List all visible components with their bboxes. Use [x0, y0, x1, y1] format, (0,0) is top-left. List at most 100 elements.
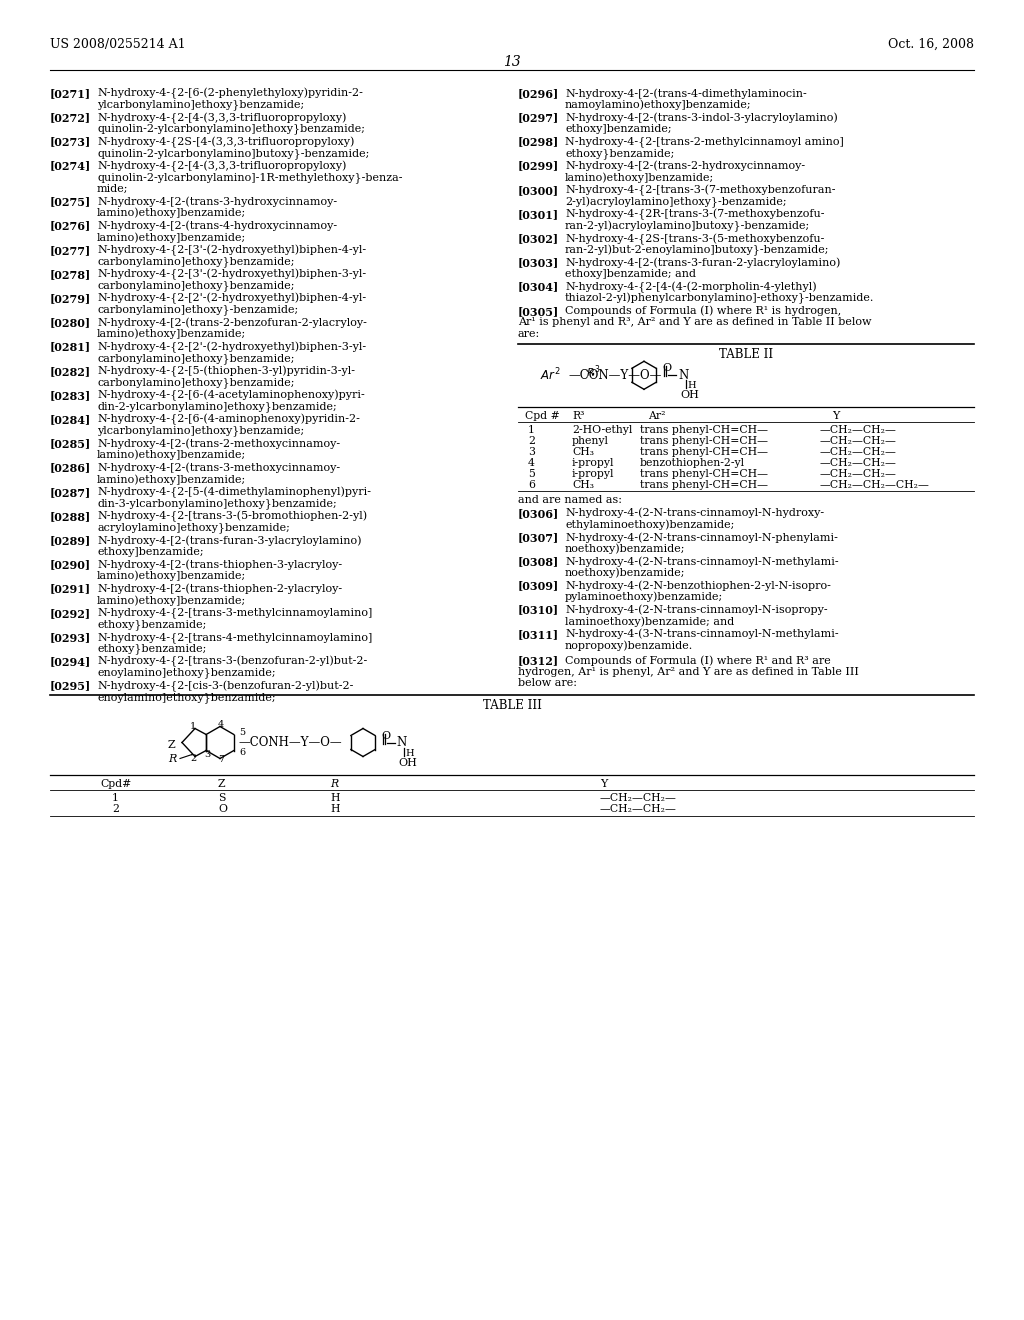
Text: Ar¹ is phenyl and R³, Ar² and Y are as defined in Table II below: Ar¹ is phenyl and R³, Ar² and Y are as d…	[518, 317, 871, 327]
Text: and are named as:: and are named as:	[518, 495, 622, 506]
Text: US 2008/0255214 A1: US 2008/0255214 A1	[50, 38, 185, 51]
Text: quinolin-2-ylcarbonylamino]butoxy}-benzamide;: quinolin-2-ylcarbonylamino]butoxy}-benza…	[97, 148, 370, 158]
Text: carbonylamino]ethoxy}benzamide;: carbonylamino]ethoxy}benzamide;	[97, 256, 295, 267]
Text: ethoxy]benzamide; and: ethoxy]benzamide; and	[565, 269, 696, 279]
Text: N: N	[678, 368, 688, 381]
Text: din-3-ylcarbonylamino]ethoxy}benzamide;: din-3-ylcarbonylamino]ethoxy}benzamide;	[97, 498, 337, 510]
Text: din-2-ylcarbonylamino]ethoxy}benzamide;: din-2-ylcarbonylamino]ethoxy}benzamide;	[97, 401, 337, 412]
Text: N-hydroxy-4-{2-[5-(thiophen-3-yl)pyridin-3-yl-: N-hydroxy-4-{2-[5-(thiophen-3-yl)pyridin…	[97, 366, 355, 378]
Text: [0307]: [0307]	[518, 532, 559, 543]
Text: N-hydroxy-4-(2-N-trans-cinnamoyl-N-methylami-: N-hydroxy-4-(2-N-trans-cinnamoyl-N-methy…	[565, 556, 839, 566]
Text: [0288]: [0288]	[50, 511, 91, 521]
Text: [0294]: [0294]	[50, 656, 91, 667]
Text: OH: OH	[680, 391, 698, 400]
Text: thiazol-2-yl)phenylcarbonylamino]-ethoxy}-benzamide.: thiazol-2-yl)phenylcarbonylamino]-ethoxy…	[565, 293, 874, 305]
Text: carbonylamino]ethoxy}-benzamide;: carbonylamino]ethoxy}-benzamide;	[97, 305, 298, 315]
Text: 5: 5	[239, 729, 245, 737]
Text: ethoxy]benzamide;: ethoxy]benzamide;	[97, 546, 204, 557]
Text: 13: 13	[503, 55, 521, 69]
Text: R: R	[168, 754, 176, 763]
Text: Y: Y	[600, 779, 607, 788]
Text: —CON—Y—O—: —CON—Y—O—	[568, 368, 662, 381]
Text: N-hydroxy-4-(2-N-benzothiophen-2-yl-N-isopro-: N-hydroxy-4-(2-N-benzothiophen-2-yl-N-is…	[565, 581, 830, 591]
Text: [0295]: [0295]	[50, 680, 91, 692]
Text: —CONH—Y—O—: —CONH—Y—O—	[238, 737, 342, 748]
Text: ran-2-yl)acryloylamino]butoxy}-benzamide;: ran-2-yl)acryloylamino]butoxy}-benzamide…	[565, 220, 810, 232]
Text: N-hydroxy-4-{2-[trans-2-methylcinnamoyl amino]: N-hydroxy-4-{2-[trans-2-methylcinnamoyl …	[565, 136, 844, 148]
Text: CH₃: CH₃	[572, 447, 594, 457]
Text: N-hydroxy-4-{2-[4-(3,3,3-trifluoropropyloxy): N-hydroxy-4-{2-[4-(3,3,3-trifluoropropyl…	[97, 112, 346, 124]
Text: [0275]: [0275]	[50, 197, 91, 207]
Text: N-hydroxy-4-{2-[2'-(2-hydroxyethyl)biphen-4-yl-: N-hydroxy-4-{2-[2'-(2-hydroxyethyl)biphe…	[97, 293, 367, 305]
Text: ethoxy}benzamide;: ethoxy}benzamide;	[97, 619, 207, 630]
Text: 1: 1	[112, 792, 119, 803]
Text: Compounds of Formula (I) where R¹ and R³ are: Compounds of Formula (I) where R¹ and R³…	[565, 655, 830, 665]
Text: [0271]: [0271]	[50, 88, 91, 99]
Text: N: N	[396, 737, 407, 748]
Text: lamino)ethoxy]benzamide;: lamino)ethoxy]benzamide;	[97, 329, 246, 339]
Text: ethoxy}benzamide;: ethoxy}benzamide;	[565, 148, 675, 158]
Text: laminoethoxy)benzamide; and: laminoethoxy)benzamide; and	[565, 616, 734, 627]
Text: —CH₂—CH₂—: —CH₂—CH₂—	[820, 447, 897, 457]
Text: —CH₂—CH₂—: —CH₂—CH₂—	[820, 458, 897, 469]
Text: lamino)ethoxy]benzamide;: lamino)ethoxy]benzamide;	[97, 570, 246, 581]
Text: 6: 6	[239, 748, 245, 756]
Text: hydrogen, Ar¹ is phenyl, Ar² and Y are as defined in Table III: hydrogen, Ar¹ is phenyl, Ar² and Y are a…	[518, 667, 859, 677]
Text: N-hydroxy-4-[2-(trans-3-indol-3-ylacryloylamino): N-hydroxy-4-[2-(trans-3-indol-3-ylacrylo…	[565, 112, 838, 123]
Text: O: O	[218, 804, 227, 814]
Text: Cpd#: Cpd#	[100, 779, 131, 788]
Text: [0290]: [0290]	[50, 560, 91, 570]
Text: N-hydroxy-4-{2R-[trans-3-(7-methoxybenzofu-: N-hydroxy-4-{2R-[trans-3-(7-methoxybenzo…	[565, 209, 824, 220]
Text: 7: 7	[218, 755, 224, 763]
Text: N-hydroxy-4-{2-[trans-3-(5-bromothiophen-2-yl): N-hydroxy-4-{2-[trans-3-(5-bromothiophen…	[97, 511, 368, 523]
Text: 4: 4	[528, 458, 535, 469]
Text: [0276]: [0276]	[50, 220, 91, 231]
Text: ethoxy]benzamide;: ethoxy]benzamide;	[565, 124, 672, 133]
Text: [0281]: [0281]	[50, 342, 91, 352]
Text: Z: Z	[218, 779, 225, 788]
Text: [0280]: [0280]	[50, 317, 91, 329]
Text: H: H	[330, 804, 340, 814]
Text: ethoxy}benzamide;: ethoxy}benzamide;	[97, 643, 207, 655]
Text: N-hydroxy-4-(3-N-trans-cinnamoyl-N-methylami-: N-hydroxy-4-(3-N-trans-cinnamoyl-N-methy…	[565, 628, 839, 639]
Text: —CH₂—CH₂—: —CH₂—CH₂—	[820, 437, 897, 446]
Text: N-hydroxy-4-[2-(trans-2-hydroxycinnamoy-: N-hydroxy-4-[2-(trans-2-hydroxycinnamoy-	[565, 161, 805, 172]
Text: [0305]: [0305]	[518, 306, 559, 317]
Text: ylcarbonylamino]ethoxy}benzamide;: ylcarbonylamino]ethoxy}benzamide;	[97, 425, 304, 437]
Text: 2: 2	[190, 754, 197, 763]
Text: N-hydroxy-4-{2-[trans-4-methylcinnamoylamino]: N-hydroxy-4-{2-[trans-4-methylcinnamoyla…	[97, 632, 373, 643]
Text: N-hydroxy-4-[2-(trans-furan-3-ylacryloylamino): N-hydroxy-4-[2-(trans-furan-3-ylacryloyl…	[97, 535, 361, 545]
Text: lamino)ethoxy]benzamide;: lamino)ethoxy]benzamide;	[97, 207, 246, 218]
Text: namoylamino)ethoxy]benzamide;: namoylamino)ethoxy]benzamide;	[565, 99, 752, 110]
Text: Compounds of Formula (I) where R¹ is hydrogen,: Compounds of Formula (I) where R¹ is hyd…	[565, 306, 842, 317]
Text: ran-2-yl)but-2-enoylamino]butoxy}-benzamide;: ran-2-yl)but-2-enoylamino]butoxy}-benzam…	[565, 244, 829, 256]
Text: N-hydroxy-4-{2-[4-(4-(2-morpholin-4-ylethyl): N-hydroxy-4-{2-[4-(4-(2-morpholin-4-ylet…	[565, 281, 816, 293]
Text: 6: 6	[528, 480, 535, 490]
Text: noethoxy)benzamide;: noethoxy)benzamide;	[565, 568, 685, 578]
Text: [0296]: [0296]	[518, 88, 559, 99]
Text: phenyl: phenyl	[572, 437, 609, 446]
Text: [0308]: [0308]	[518, 556, 559, 568]
Text: 2: 2	[528, 437, 535, 446]
Text: N-hydroxy-4-[2-(trans-3-furan-2-ylacryloylamino): N-hydroxy-4-[2-(trans-3-furan-2-ylacrylo…	[565, 257, 841, 268]
Text: N-hydroxy-4-{2-[trans-3-(benzofuran-2-yl)but-2-: N-hydroxy-4-{2-[trans-3-(benzofuran-2-yl…	[97, 656, 368, 668]
Text: quinolin-2-ylcarbonylamino]-1R-methylethoxy}-benza-: quinolin-2-ylcarbonylamino]-1R-methyleth…	[97, 172, 402, 183]
Text: N-hydroxy-4-(2-N-trans-cinnamoyl-N-phenylami-: N-hydroxy-4-(2-N-trans-cinnamoyl-N-pheny…	[565, 532, 838, 543]
Text: 3: 3	[528, 447, 535, 457]
Text: N-hydroxy-4-[2-(trans-2-methoxycinnamoy-: N-hydroxy-4-[2-(trans-2-methoxycinnamoy-	[97, 438, 340, 449]
Text: [0300]: [0300]	[518, 185, 559, 195]
Text: 1: 1	[528, 425, 535, 436]
Text: lamino)ethoxy]benzamide;: lamino)ethoxy]benzamide;	[97, 474, 246, 484]
Text: [0303]: [0303]	[518, 257, 559, 268]
Text: [0282]: [0282]	[50, 366, 91, 376]
Text: [0312]: [0312]	[518, 655, 559, 667]
Text: [0301]: [0301]	[518, 209, 559, 220]
Text: $R^3$: $R^3$	[586, 363, 601, 380]
Text: trans phenyl-CH=CH—: trans phenyl-CH=CH—	[640, 470, 768, 479]
Text: TABLE II: TABLE II	[719, 348, 773, 362]
Text: [0274]: [0274]	[50, 161, 91, 172]
Text: O: O	[381, 730, 390, 741]
Text: N-hydroxy-4-[2-(trans-thiophen-2-ylacryloy-: N-hydroxy-4-[2-(trans-thiophen-2-ylacryl…	[97, 583, 342, 594]
Text: below are:: below are:	[518, 678, 577, 688]
Text: acryloylamino]ethoxy}benzamide;: acryloylamino]ethoxy}benzamide;	[97, 523, 290, 533]
